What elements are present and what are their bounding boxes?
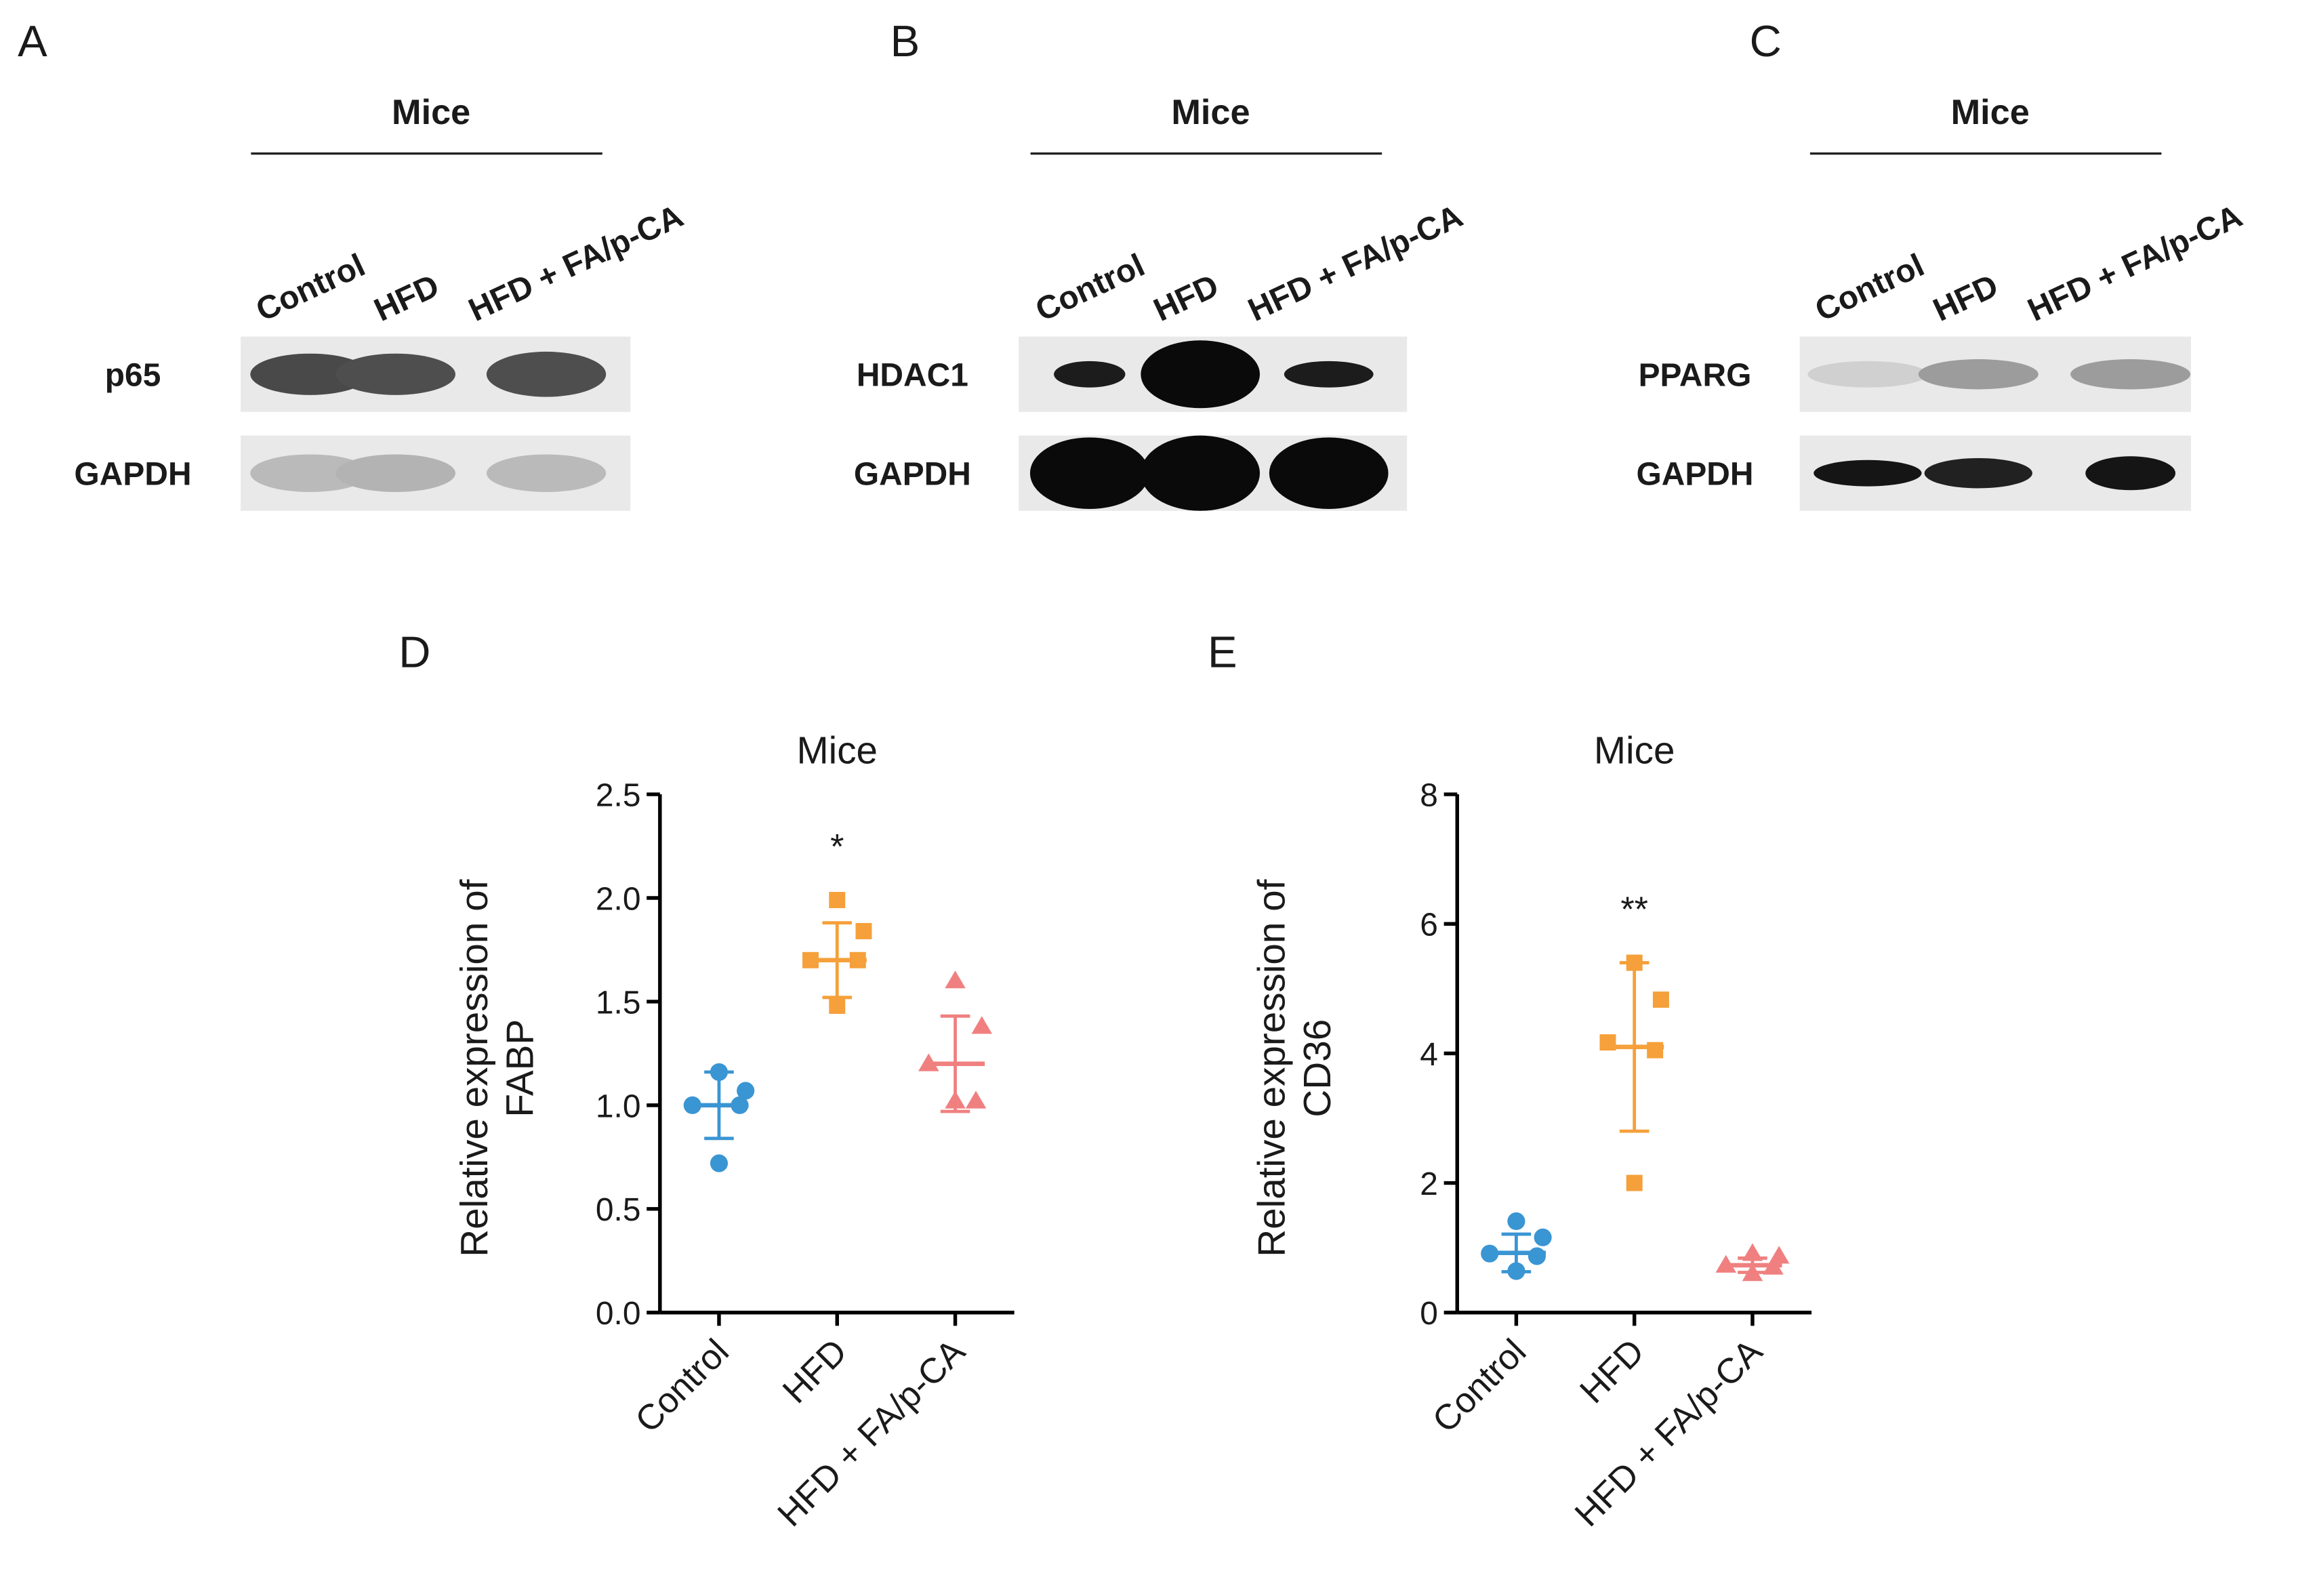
- lane-label: HFD: [369, 268, 445, 329]
- x-tick-label: Control: [1425, 1332, 1534, 1440]
- blot-band: [335, 353, 456, 395]
- blot-band: [1141, 340, 1261, 409]
- significance-label: **: [1620, 891, 1648, 930]
- panel-letter: E: [1208, 628, 1237, 677]
- y-tick-label: 0.0: [596, 1296, 641, 1332]
- panel-letter: A: [18, 16, 47, 66]
- data-point: [1599, 1034, 1616, 1051]
- data-point: [683, 1096, 701, 1114]
- y-tick-label: 2: [1420, 1166, 1438, 1202]
- data-point: [1742, 1263, 1763, 1282]
- lane-label: HFD + FA/p-CA: [1243, 198, 1468, 329]
- blot-band: [1269, 437, 1389, 509]
- blot-band: [1918, 359, 2039, 390]
- x-tick-label: HFD: [775, 1332, 855, 1411]
- panel-letter: D: [398, 628, 430, 677]
- y-axis-label: CD36: [1296, 1019, 1339, 1118]
- data-point: [710, 1063, 729, 1081]
- lane-label: HFD: [1149, 268, 1225, 329]
- y-tick-label: 8: [1420, 777, 1438, 813]
- lane-label: HFD + FA/p-CA: [2022, 198, 2247, 329]
- y-tick-label: 4: [1420, 1037, 1438, 1073]
- blot-band: [1807, 361, 1928, 388]
- x-tick-label: HFD: [1573, 1332, 1652, 1411]
- blot-band: [1814, 459, 1922, 487]
- significance-label: *: [830, 827, 844, 867]
- lane-label: HFD + FA/p-CA: [464, 198, 689, 329]
- data-point: [1626, 1174, 1643, 1191]
- data-point: [829, 892, 846, 909]
- blot-title: Mice: [392, 93, 470, 132]
- y-tick-label: 0: [1420, 1296, 1438, 1332]
- protein-label: HDAC1: [857, 358, 968, 394]
- data-point: [731, 1096, 749, 1114]
- data-point: [971, 1016, 992, 1034]
- blot-title: Mice: [1171, 93, 1250, 132]
- blot-band: [486, 454, 607, 492]
- protein-label: GAPDH: [75, 457, 192, 493]
- data-point: [849, 952, 866, 968]
- y-axis-label: Relative expression of: [453, 879, 496, 1256]
- data-point: [918, 1053, 939, 1071]
- data-point: [1507, 1212, 1525, 1231]
- data-point: [1742, 1243, 1763, 1261]
- panel-letter: C: [1750, 16, 1782, 66]
- blot-band: [1141, 435, 1261, 511]
- data-point: [1528, 1247, 1546, 1265]
- blot-band: [1054, 361, 1126, 388]
- y-tick-label: 0.5: [596, 1192, 641, 1228]
- data-point: [945, 1090, 966, 1109]
- lane-label: Control: [1030, 247, 1150, 329]
- blot-band: [2070, 359, 2191, 390]
- blot-band: [486, 351, 607, 397]
- y-tick-label: 6: [1420, 907, 1438, 943]
- data-point: [1763, 1256, 1784, 1275]
- y-axis-label: FABP: [499, 1019, 541, 1118]
- data-point: [737, 1082, 755, 1100]
- data-point: [710, 1154, 729, 1172]
- lane-label: Control: [251, 247, 371, 329]
- y-tick-label: 2.0: [596, 881, 641, 917]
- chart-title: Mice: [1594, 729, 1675, 772]
- blot-band: [250, 454, 370, 492]
- protein-label: PPARG: [1639, 358, 1752, 394]
- data-point: [1534, 1228, 1552, 1246]
- protein-label: p65: [105, 358, 161, 394]
- lane-label: HFD: [1928, 268, 2004, 329]
- blot-band: [2085, 456, 2176, 491]
- y-tick-label: 1.0: [596, 1088, 641, 1124]
- protein-label: GAPDH: [1636, 457, 1753, 493]
- data-point: [1715, 1254, 1736, 1273]
- data-point: [1647, 1042, 1664, 1059]
- data-point: [802, 952, 819, 968]
- blot-title: Mice: [1951, 93, 2030, 132]
- chart-title: Mice: [796, 729, 878, 772]
- y-axis-label: Relative expression of: [1250, 879, 1293, 1256]
- y-tick-label: 1.5: [596, 985, 641, 1021]
- data-point: [855, 922, 872, 939]
- data-point: [1481, 1244, 1499, 1263]
- data-point: [829, 998, 846, 1015]
- data-point: [1652, 991, 1669, 1008]
- blot-band: [1284, 361, 1374, 388]
- data-point: [1626, 954, 1643, 971]
- y-tick-label: 2.5: [596, 777, 641, 813]
- x-tick-label: Control: [628, 1332, 737, 1440]
- blot-band: [250, 353, 370, 395]
- protein-label: GAPDH: [854, 457, 971, 493]
- blot-band: [1029, 437, 1149, 509]
- panel-letter: B: [890, 16, 920, 66]
- data-point: [945, 970, 966, 989]
- data-point: [965, 1090, 987, 1109]
- blot-band: [335, 454, 456, 492]
- data-point: [1507, 1262, 1525, 1280]
- blot-band: [1924, 458, 2032, 489]
- lane-label: Control: [1810, 247, 1930, 329]
